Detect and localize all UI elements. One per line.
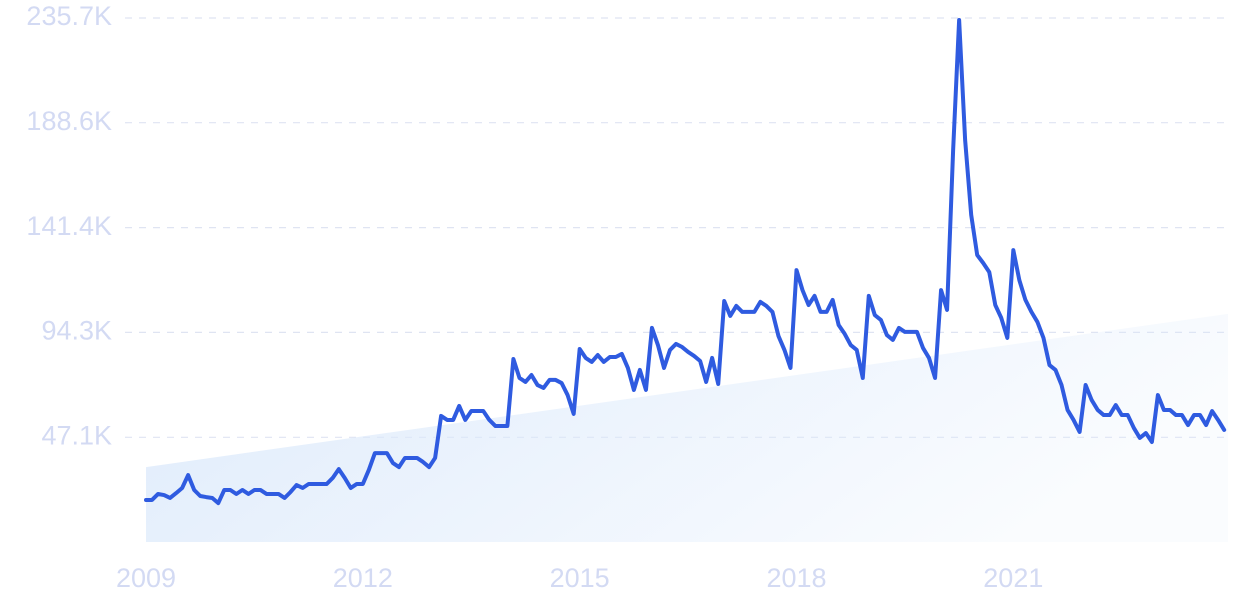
trend-area — [146, 313, 1228, 542]
x-tick-label: 2009 — [116, 563, 176, 593]
y-tick-label: 235.7K — [26, 1, 112, 31]
x-tick-label: 2012 — [333, 563, 393, 593]
y-tick-label: 47.1K — [41, 420, 112, 450]
y-tick-label: 141.4K — [26, 211, 112, 241]
x-tick-label: 2021 — [983, 563, 1043, 593]
y-tick-label: 188.6K — [26, 106, 112, 136]
x-tick-label: 2015 — [550, 563, 610, 593]
x-tick-label: 2018 — [766, 563, 826, 593]
y-tick-label: 94.3K — [41, 315, 112, 345]
trend-line — [144, 18, 1227, 506]
